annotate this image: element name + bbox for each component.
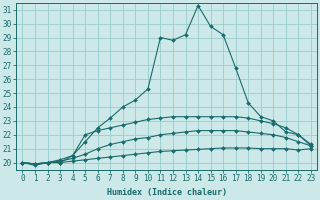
X-axis label: Humidex (Indice chaleur): Humidex (Indice chaleur) [107,188,227,197]
